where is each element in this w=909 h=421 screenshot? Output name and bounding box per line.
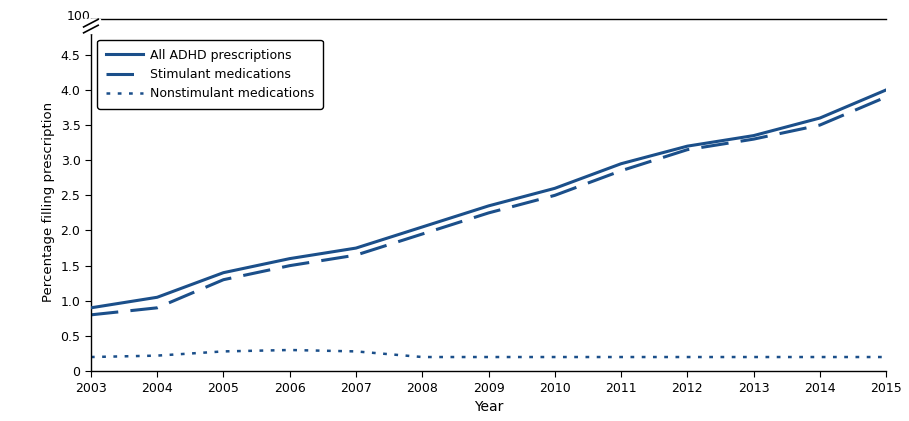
Nonstimulant medications: [417, 354, 428, 360]
Nonstimulant medications: [748, 354, 759, 360]
Nonstimulant medications: [682, 354, 693, 360]
Stimulant medications: [814, 123, 825, 128]
X-axis label: Year: Year: [474, 400, 504, 414]
All ADHD prescriptions: [218, 270, 229, 275]
Nonstimulant medications: [152, 353, 163, 358]
Line: Nonstimulant medications: Nonstimulant medications: [91, 350, 886, 357]
Y-axis label: Percentage filling prescription: Percentage filling prescription: [42, 102, 55, 302]
Text: 100: 100: [67, 11, 91, 23]
All ADHD prescriptions: [881, 88, 892, 93]
Nonstimulant medications: [218, 349, 229, 354]
Stimulant medications: [351, 253, 362, 258]
Nonstimulant medications: [285, 347, 295, 352]
All ADHD prescriptions: [285, 256, 295, 261]
Nonstimulant medications: [549, 354, 560, 360]
Nonstimulant medications: [881, 354, 892, 360]
All ADHD prescriptions: [351, 245, 362, 250]
Nonstimulant medications: [814, 354, 825, 360]
Stimulant medications: [285, 263, 295, 268]
Stimulant medications: [85, 312, 96, 317]
Legend: All ADHD prescriptions, Stimulant medications, Nonstimulant medications: All ADHD prescriptions, Stimulant medica…: [97, 40, 323, 109]
All ADHD prescriptions: [615, 161, 626, 166]
All ADHD prescriptions: [748, 133, 759, 138]
Stimulant medications: [549, 193, 560, 198]
Nonstimulant medications: [483, 354, 494, 360]
All ADHD prescriptions: [483, 203, 494, 208]
Nonstimulant medications: [85, 354, 96, 360]
Line: Stimulant medications: Stimulant medications: [91, 97, 886, 315]
Nonstimulant medications: [615, 354, 626, 360]
All ADHD prescriptions: [152, 295, 163, 300]
Stimulant medications: [682, 147, 693, 152]
Stimulant medications: [748, 136, 759, 141]
Nonstimulant medications: [351, 349, 362, 354]
Stimulant medications: [218, 277, 229, 282]
Stimulant medications: [417, 232, 428, 237]
Stimulant medications: [881, 94, 892, 99]
All ADHD prescriptions: [814, 115, 825, 120]
All ADHD prescriptions: [85, 305, 96, 310]
All ADHD prescriptions: [417, 224, 428, 229]
Stimulant medications: [152, 305, 163, 310]
Stimulant medications: [483, 210, 494, 216]
Line: All ADHD prescriptions: All ADHD prescriptions: [91, 90, 886, 308]
Stimulant medications: [615, 168, 626, 173]
All ADHD prescriptions: [682, 144, 693, 149]
All ADHD prescriptions: [549, 186, 560, 191]
